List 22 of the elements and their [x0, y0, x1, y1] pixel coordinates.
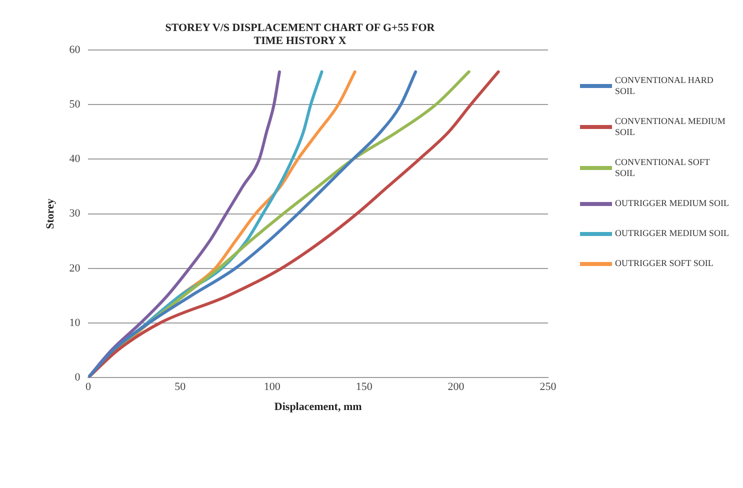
- legend-label: OUTRIGGER MEDIUM SOIL: [615, 228, 729, 239]
- x-tick-label: 200: [448, 381, 465, 394]
- y-axis-title: Storey: [44, 198, 56, 229]
- y-tick-label: 30: [69, 208, 81, 220]
- legend-label: CONVENTIONAL MEDIUM SOIL: [615, 116, 726, 138]
- y-tick-label: 40: [69, 153, 81, 166]
- x-tick-label: 100: [264, 381, 281, 394]
- legend-label: CONVENTIONAL SOFT SOIL: [615, 157, 711, 179]
- x-tick-label: 50: [174, 381, 186, 394]
- legend-label: OUTRIGGER SOFT SOIL: [615, 258, 714, 269]
- y-tick-label: 10: [69, 316, 81, 329]
- y-tick-label: 0: [74, 371, 81, 384]
- x-tick-label: 0: [85, 381, 92, 394]
- chart-title: STOREY V/S DISPLACEMENT CHART OF G+55 FOR TIME HISTORY X: [164, 22, 436, 48]
- x-axis-title: Displacement, mm: [274, 401, 362, 414]
- y-tick-label: 50: [69, 98, 81, 110]
- x-tick-label: 250: [540, 381, 557, 394]
- legend-label: CONVENTIONAL HARD SOIL: [615, 75, 714, 97]
- y-tick-label: 20: [69, 262, 81, 274]
- legend-label: OUTRIGGER MEDIUM SOIL: [615, 198, 729, 209]
- x-tick-label: 150: [356, 381, 373, 394]
- y-tick-label: 60: [69, 44, 81, 56]
